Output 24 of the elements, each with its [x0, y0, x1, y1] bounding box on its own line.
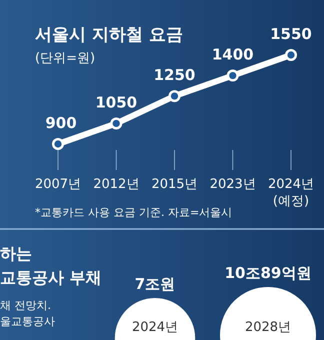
- point: [110, 117, 122, 130]
- x-tick-label: 2007년: [34, 177, 82, 192]
- x-tick-label: 2023년: [210, 177, 256, 192]
- data-label: 1250: [154, 66, 196, 84]
- point: [168, 90, 180, 102]
- text: 울교통공사: [0, 315, 55, 328]
- data-label: 1550: [270, 25, 312, 43]
- text: 하는: [0, 244, 32, 263]
- data-label: 900: [45, 114, 77, 132]
- chart-title: 서울시 지하철 요금: [35, 25, 183, 45]
- chart-subtitle: (단위=원): [35, 51, 96, 66]
- x-tick-label: 2015년: [151, 177, 198, 192]
- x-tick-label: 2012년: [93, 177, 140, 192]
- text: 교통공사 부채: [0, 268, 102, 287]
- text: 채 전망치.: [0, 299, 51, 312]
- x-tick-label: 2024년 (예정): [268, 177, 314, 209]
- category-label: 2028년: [244, 320, 292, 335]
- point: [226, 70, 239, 82]
- data-label: 7조원: [134, 275, 176, 293]
- text: *교통카드 사용 요금 기준. 자료=서울시: [35, 206, 232, 219]
- data-label: 1400: [212, 46, 254, 64]
- data-label: 10조89억원: [224, 264, 312, 282]
- category-label: 2024년: [132, 320, 178, 335]
- data-label: 1050: [95, 93, 138, 112]
